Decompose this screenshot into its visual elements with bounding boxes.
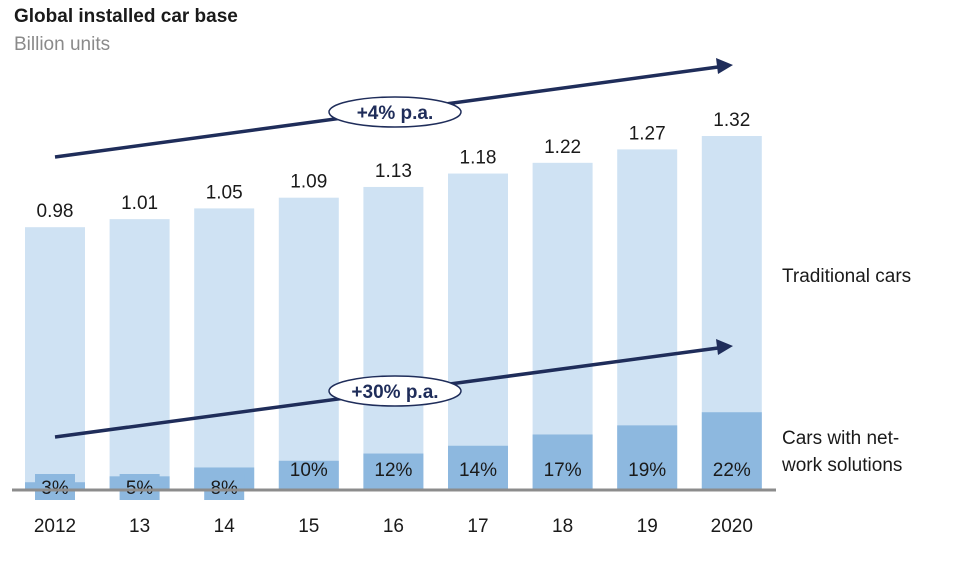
- share-label-box: [204, 474, 245, 500]
- category-label: 17: [467, 516, 488, 537]
- bar-connected: [363, 453, 424, 490]
- bar-connected: [701, 412, 762, 490]
- share-label: 17%: [544, 460, 582, 481]
- category-label: 18: [552, 516, 573, 537]
- total-growth-label: +4% p.a.: [357, 103, 434, 124]
- bars-group: [25, 136, 762, 500]
- bar-connected: [278, 460, 339, 490]
- category-label: 13: [129, 516, 150, 537]
- bar-traditional: [363, 186, 424, 491]
- category-label: 15: [298, 516, 319, 537]
- category-label: 2020: [711, 516, 753, 537]
- category-label: 19: [637, 516, 658, 537]
- chart-subtitle: Billion units: [14, 34, 111, 55]
- bar-traditional: [25, 227, 85, 490]
- series-label-connected-line1: Cars with net-: [782, 428, 899, 449]
- bar-traditional: [194, 208, 255, 490]
- bar-connected: [532, 434, 593, 490]
- total-label: 1.27: [629, 123, 666, 144]
- total-label: 1.09: [290, 172, 327, 193]
- connected-growth-arrow: +30% p.a.: [54, 339, 733, 439]
- series-label-connected-line2: work solutions: [781, 455, 902, 476]
- share-label: 19%: [628, 460, 666, 481]
- share-label: 12%: [374, 460, 412, 481]
- share-label: 14%: [459, 460, 497, 481]
- total-arrow-head: [716, 58, 733, 74]
- connected-growth-label: +30% p.a.: [351, 382, 438, 403]
- category-label: 2012: [34, 516, 76, 537]
- bar-traditional: [278, 197, 339, 490]
- category-label: 14: [214, 516, 236, 537]
- total-label: 1.18: [460, 148, 497, 169]
- total-growth-arrow: +4% p.a.: [54, 58, 733, 159]
- total-label: 1.13: [375, 161, 412, 182]
- share-label-box: [35, 474, 75, 500]
- total-label: 1.01: [121, 193, 158, 214]
- total-label: 1.22: [544, 137, 581, 158]
- total-growth-badge: [328, 96, 462, 128]
- connected-growth-badge: [328, 375, 462, 407]
- share-label-box: [119, 474, 160, 500]
- bar-traditional: [448, 173, 508, 490]
- total-label: 0.98: [37, 201, 74, 222]
- connected-arrow-head: [716, 339, 733, 355]
- bar-connected: [448, 445, 508, 490]
- labels-group: 3%0.9820125%1.01138%1.051410%1.091512%1.…: [34, 110, 753, 537]
- series-label-traditional: Traditional cars: [782, 266, 911, 287]
- share-label: 10%: [290, 460, 328, 481]
- total-label: 1.05: [206, 182, 243, 203]
- category-label: 16: [383, 516, 404, 537]
- chart-title: Global installed car base: [14, 6, 238, 27]
- share-label: 22%: [713, 460, 751, 481]
- bar-connected: [617, 425, 678, 490]
- bar-traditional: [109, 219, 170, 491]
- total-label: 1.32: [713, 110, 750, 131]
